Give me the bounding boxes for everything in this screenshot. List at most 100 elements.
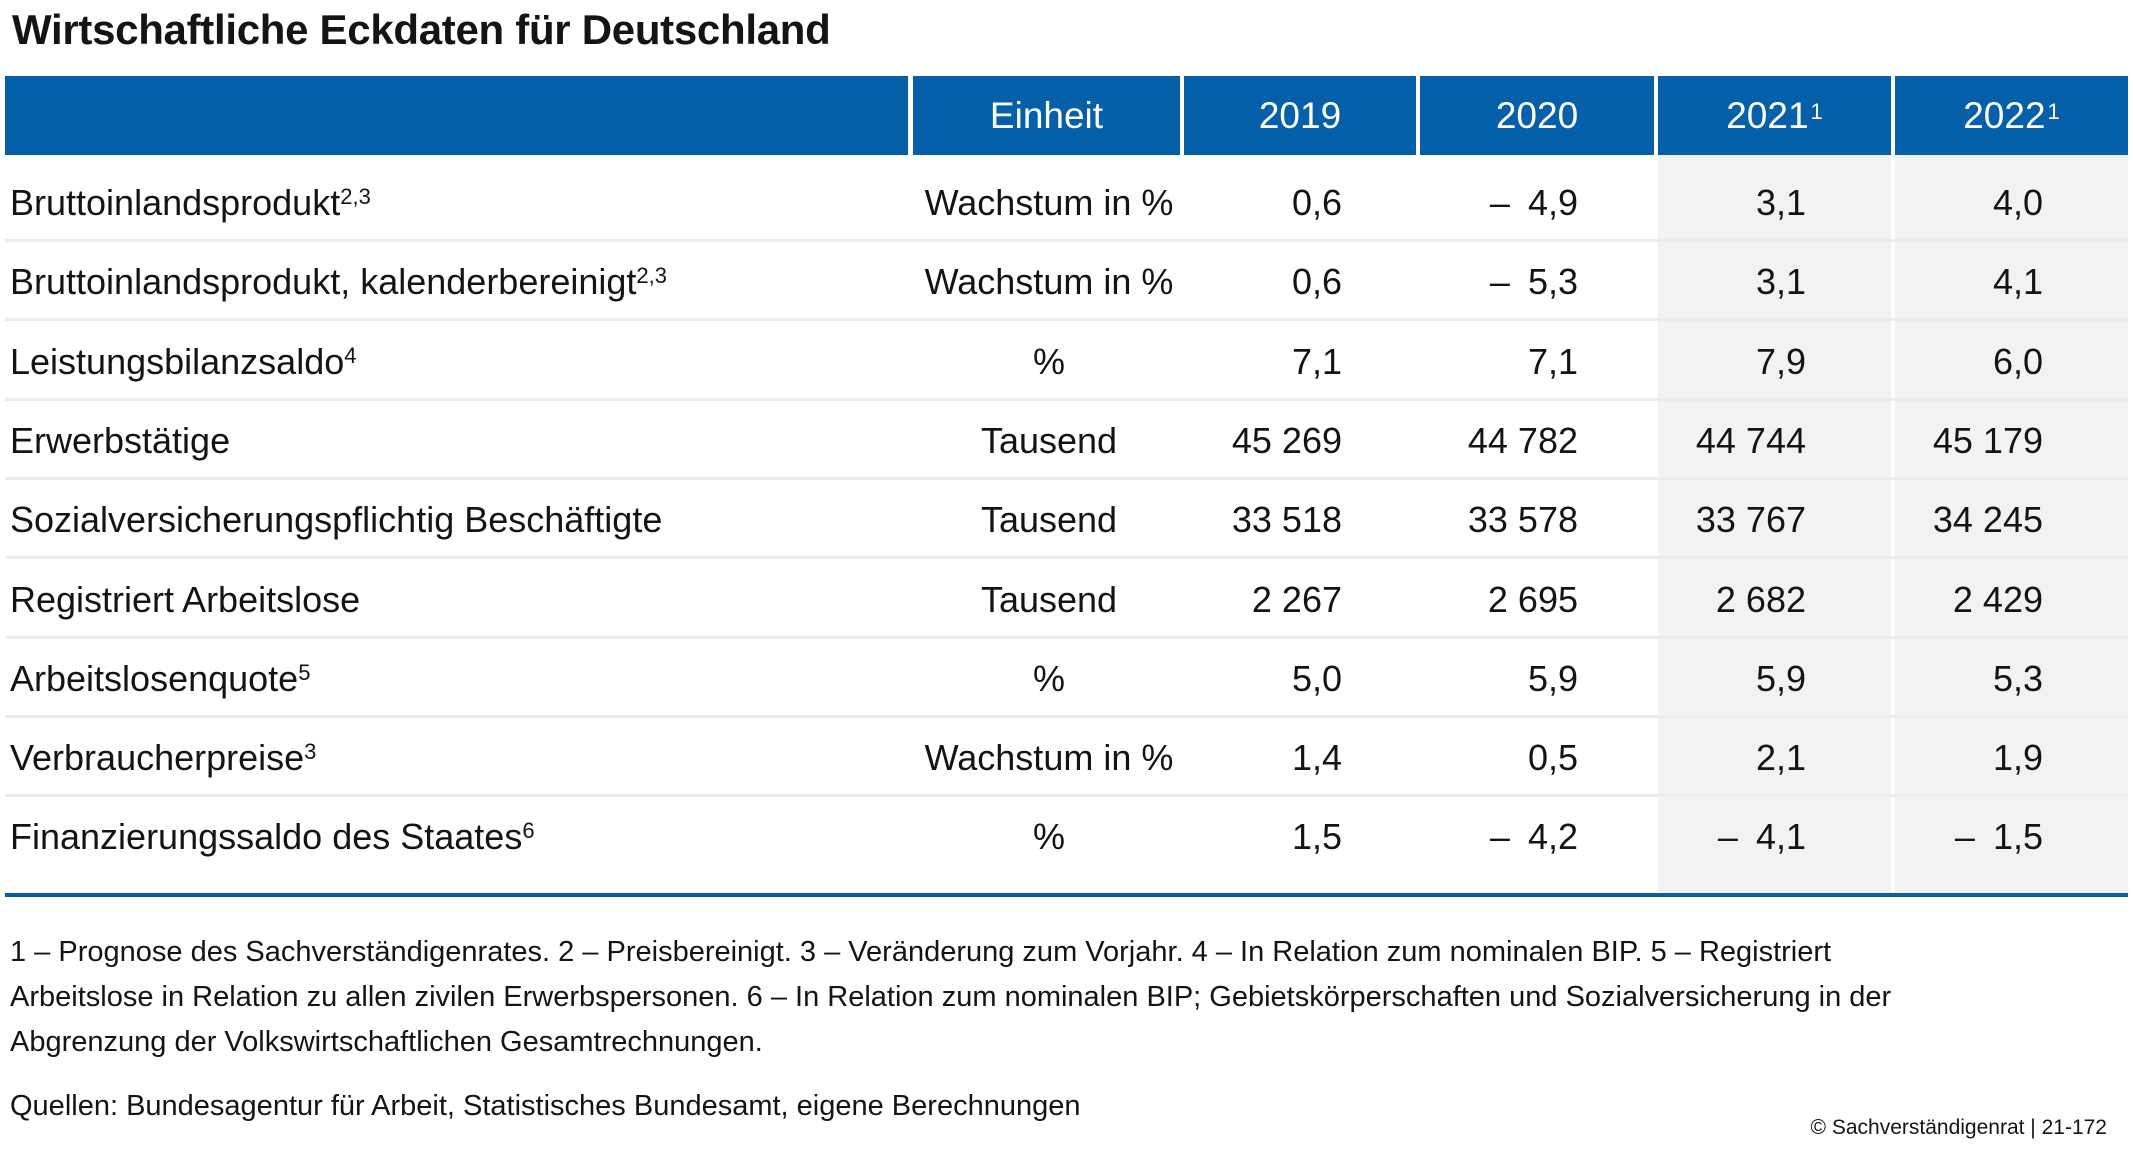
value-2019: 33 518 <box>1184 480 1342 559</box>
value-text: 0,5 <box>1527 736 1578 778</box>
value-text: 33 767 <box>1695 498 1806 540</box>
row-unit: Tausend <box>980 498 1118 540</box>
value-text: 0,6 <box>1291 260 1342 302</box>
value-2021: –4,1 <box>1658 797 1806 876</box>
page-title: Wirtschaftliche Eckdaten für Deutschland <box>12 6 831 53</box>
table-row: Erwerbstätige Tausend 45 269 44 782 44 744 45… <box>0 401 2133 480</box>
footnotes: 1 – Prognose des Sachverständigenrates. … <box>10 930 2110 1065</box>
value-2021: 3,1 <box>1658 163 1806 242</box>
value-2020: 2 695 <box>1420 560 1578 639</box>
row-separator <box>5 556 2128 559</box>
value-text: 1,4 <box>1291 736 1342 778</box>
row-label-text: Sozialversicherungspflichtig Beschäftigt… <box>10 498 663 540</box>
value-text: 2 695 <box>1487 578 1578 620</box>
value-text: 5,3 <box>1992 657 2043 699</box>
table-row: Bruttoinlandsprodukt, kalenderbereinigt 2… <box>0 242 2133 321</box>
footnote-line: 1 – Prognose des Sachverständigenrates. … <box>10 936 1832 968</box>
value-2019: 7,1 <box>1184 322 1342 401</box>
row-unit: Tausend <box>980 419 1118 461</box>
value-2022: 4,0 <box>1895 163 2043 242</box>
row-unit: % <box>1032 815 1065 857</box>
value-2020: 33 578 <box>1420 480 1578 559</box>
row-unit: Wachstum in % <box>924 260 1174 302</box>
table-row: Verbraucherpreise 3 Wachstum in % 1,4 0,5 2,1… <box>0 718 2133 797</box>
value-2021: 3,1 <box>1658 242 1806 321</box>
minus-sign: – <box>1489 815 1510 857</box>
value-text: 2,1 <box>1755 736 1806 778</box>
row-unit: Wachstum in % <box>924 736 1174 778</box>
minus-sign: – <box>1489 260 1510 302</box>
value-2020: –4,9 <box>1420 163 1578 242</box>
row-separator <box>5 398 2128 401</box>
header-2022-footnote: 1 <box>2047 98 2060 124</box>
value-text: 4,9 <box>1527 181 1578 223</box>
value-2019: 1,4 <box>1184 718 1342 797</box>
value-2021: 44 744 <box>1658 401 1806 480</box>
header-2020-text: 2020 <box>1495 94 1579 136</box>
value-text: 3,1 <box>1755 181 1806 223</box>
value-text: 4,1 <box>1992 260 2043 302</box>
value-text: 45 269 <box>1231 419 1342 461</box>
value-2019: 2 267 <box>1184 560 1342 639</box>
header-2021-footnote: 1 <box>1810 98 1823 124</box>
header-2022: 2022 1 <box>1895 76 2128 155</box>
minus-sign: – <box>1717 815 1738 857</box>
value-2019: 45 269 <box>1184 401 1342 480</box>
row-label-text: Erwerbstätige <box>10 419 231 461</box>
footnote-line: Abgrenzung der Volkswirtschaftlichen Ges… <box>10 1026 763 1058</box>
value-2019: 0,6 <box>1184 163 1342 242</box>
row-label: Registriert Arbeitslose <box>10 560 360 639</box>
row-label-text: Finanzierungssaldo des Staates <box>10 815 523 857</box>
value-text: 5,3 <box>1527 260 1578 302</box>
row-label-text: Arbeitslosenquote <box>10 657 299 699</box>
value-text: 3,1 <box>1755 260 1806 302</box>
value-2019: 5,0 <box>1184 639 1342 718</box>
value-text: 4,2 <box>1527 815 1578 857</box>
table-bottom-rule <box>5 893 2128 897</box>
row-label: Leistungsbilanzsaldo 4 <box>10 322 356 401</box>
row-separator <box>5 636 2128 639</box>
value-2020: 44 782 <box>1420 401 1578 480</box>
value-text: 45 179 <box>1932 419 2043 461</box>
row-label: Erwerbstätige <box>10 401 230 480</box>
row-separator <box>5 715 2128 718</box>
value-text: 7,1 <box>1291 340 1342 382</box>
header-2019: 2019 <box>1184 76 1416 155</box>
table-row: Arbeitslosenquote 5% 5,0 5,9 5,9 5,3 <box>0 639 2133 718</box>
value-2022: 34 245 <box>1895 480 2043 559</box>
value-2022: 6,0 <box>1895 322 2043 401</box>
header-label-cell <box>5 76 908 155</box>
row-unit: Wachstum in % <box>924 181 1174 223</box>
header-2021-text: 2021 <box>1726 94 1809 136</box>
value-text: 4,1 <box>1755 815 1806 857</box>
row-separator <box>5 318 2128 321</box>
forecast-shade-2021 <box>1658 155 1891 893</box>
row-label: Sozialversicherungspflichtig Beschäftigt… <box>10 480 662 559</box>
value-text: 1,5 <box>1992 815 2043 857</box>
value-2021: 2,1 <box>1658 718 1806 797</box>
value-2022: –1,5 <box>1895 797 2043 876</box>
row-label: Bruttoinlandsprodukt 2,3 <box>10 163 371 242</box>
row-separator <box>5 477 2128 480</box>
value-2020: –5,3 <box>1420 242 1578 321</box>
row-label: Verbraucherpreise 3 <box>10 718 316 797</box>
value-2022: 2 429 <box>1895 560 2043 639</box>
copyright: © Sachverständigenrat | 21-172 <box>1810 1116 2107 1139</box>
value-text: 1,5 <box>1291 815 1342 857</box>
table-row: Sozialversicherungspflichtig Beschäftigt… <box>0 480 2133 559</box>
header-2019-text: 2019 <box>1258 94 1342 136</box>
value-text: 0,6 <box>1291 181 1342 223</box>
row-label-text: Leistungsbilanzsaldo <box>10 340 345 382</box>
row-separator <box>5 239 2128 242</box>
value-2022: 5,3 <box>1895 639 2043 718</box>
value-text: 44 744 <box>1695 419 1806 461</box>
row-label-footnote: 2,3 <box>340 183 371 209</box>
footnote-line: Arbeitslose in Relation zu allen zivilen… <box>10 981 1892 1013</box>
row-label-footnote: 4 <box>344 342 357 368</box>
sources: Quellen: Bundesagentur für Arbeit, Stati… <box>10 1090 1081 1122</box>
value-text: 2 682 <box>1715 578 1806 620</box>
value-2020: 0,5 <box>1420 718 1578 797</box>
row-unit: % <box>1032 340 1065 382</box>
table-row: Leistungsbilanzsaldo 4% 7,1 7,1 7,9 6,0 <box>0 322 2133 401</box>
value-2019: 0,6 <box>1184 242 1342 321</box>
